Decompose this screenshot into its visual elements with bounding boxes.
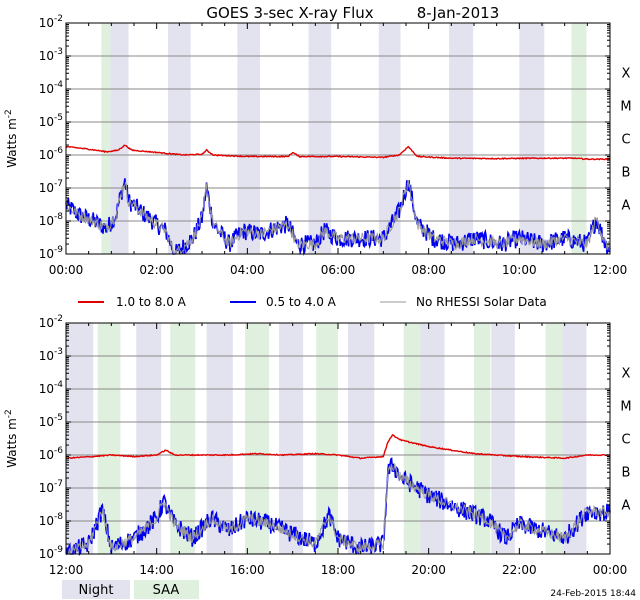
night-band [347, 323, 375, 554]
y-axis-label: Watts m-2 [4, 409, 19, 468]
flare-class-label: X [622, 367, 631, 382]
y-axis-label: Watts m-2 [4, 109, 19, 168]
saa-band [403, 323, 421, 554]
x-tick-label: 14:00 [139, 563, 174, 577]
y-tick-label: 10-2 [39, 14, 63, 30]
x-tick-label: 16:00 [230, 563, 265, 577]
flare-class-label: B [622, 166, 631, 181]
saa-band [474, 323, 491, 554]
night-band [449, 23, 474, 254]
legend-saa-swatch [134, 580, 199, 599]
legend-saa-label: SAA [153, 583, 180, 598]
y-tick-label: 10-7 [39, 479, 63, 495]
night-band [66, 323, 94, 554]
flare-class-label: M [620, 400, 631, 415]
night-band [110, 23, 129, 254]
legend-long-label: 1.0 to 8.0 A [116, 295, 187, 309]
saa-band [97, 323, 121, 554]
saa-band [571, 23, 587, 254]
x-tick-label: 04:00 [230, 263, 265, 277]
y-tick-label: 10-3 [39, 47, 63, 63]
night-band [420, 323, 445, 554]
legend-short-label: 0.5 to 4.0 A [266, 295, 337, 309]
y-tick-label: 10-9 [39, 245, 64, 261]
y-tick-label: 10-6 [39, 146, 64, 162]
no-rhessi-overlay [66, 463, 611, 555]
bottom-plot: 10-9 10-8 10-7 10-6 10-5 10-4 10-3 10-2 12:00 14:… [4, 314, 632, 577]
y-tick-label: 10-7 [39, 179, 63, 195]
night-band [279, 323, 304, 554]
night-band [491, 323, 515, 554]
x-tick-label: 12:00 [49, 563, 84, 577]
x-tick-label: 18:00 [321, 563, 356, 577]
flare-class-label: C [621, 133, 630, 148]
flare-class-label: X [622, 67, 631, 82]
x-tick-label: 06:00 [321, 263, 356, 277]
night-band [378, 23, 401, 254]
y-tick-label: 10-6 [39, 446, 64, 462]
y-tick-label: 10-5 [39, 113, 63, 129]
saa-band [545, 323, 563, 554]
y-tick-label: 10-2 [39, 314, 63, 330]
legend-no-rhessi-label: No RHESSI Solar Data [416, 295, 547, 309]
saa-band [101, 23, 111, 254]
x-tick-label: 00:00 [593, 563, 628, 577]
x-tick-label: 20:00 [411, 563, 446, 577]
long-channel-series [65, 144, 611, 161]
x-tick-label: 02:00 [139, 263, 174, 277]
chart-date: 8-Jan-2013 [417, 4, 500, 22]
x-tick-label: 22:00 [502, 563, 537, 577]
legend-night-label: Night [79, 583, 114, 598]
flare-class-label: C [621, 433, 630, 448]
x-tick-label: 10:00 [502, 263, 537, 277]
night-band [168, 23, 191, 254]
no-rhessi-overlay [65, 179, 611, 256]
night-band [136, 323, 162, 554]
legend-night-swatch [62, 580, 130, 599]
y-tick-label: 10-8 [39, 212, 64, 228]
x-tick-label: 08:00 [411, 263, 446, 277]
x-tick-label: 12:00 [593, 263, 628, 277]
chart-title: GOES 3-sec X-ray Flux [206, 4, 373, 22]
top-plot: 10-9 10-8 10-7 10-6 10-5 10-4 10-3 10-2 00:00 02:… [4, 14, 632, 277]
y-tick-label: 10-3 [39, 347, 63, 363]
y-tick-label: 10-9 [39, 545, 64, 561]
flare-class-label: A [622, 499, 631, 514]
y-tick-label: 10-8 [39, 512, 64, 528]
saa-band [316, 323, 338, 554]
flare-class-label: M [620, 100, 631, 115]
flare-class-label: A [622, 199, 631, 214]
y-tick-label: 10-4 [39, 380, 64, 396]
band-legend: Night SAA [62, 580, 199, 599]
y-tick-label: 10-5 [39, 413, 63, 429]
long-channel-series [65, 434, 611, 460]
flare-class-label: B [622, 466, 631, 481]
night-band [308, 23, 332, 254]
night-band [519, 23, 545, 254]
x-tick-label: 00:00 [49, 263, 84, 277]
footer-timestamp: 24-Feb-2015 18:44 [550, 589, 636, 599]
y-tick-label: 10-4 [39, 80, 64, 96]
series-legend: 1.0 to 8.0 A 0.5 to 4.0 A No RHESSI Sola… [78, 295, 547, 309]
night-band [237, 23, 261, 254]
